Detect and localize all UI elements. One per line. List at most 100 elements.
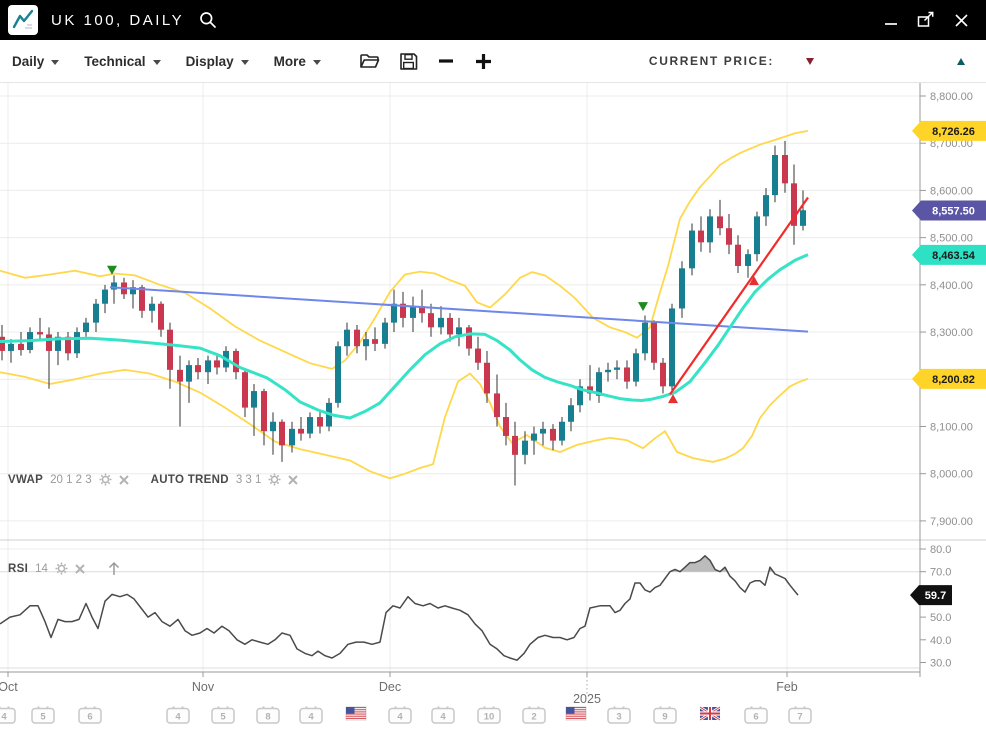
candle [0,336,5,351]
calendar-event[interactable]: 4 [299,706,323,724]
calendar-event[interactable]: 4 [166,706,190,724]
rsi-axis-label: 70.0 [930,567,951,579]
candle [660,362,666,387]
calendar-event[interactable]: 4 [0,706,16,724]
x-axis-month-label: Feb [776,680,798,694]
flag-us-icon[interactable] [345,706,367,721]
calendar-event[interactable]: 4 [388,706,412,724]
rsi-indicator-legend: RSI 14 [8,561,121,576]
title-bar: UK 100, DAILY [0,0,986,40]
calendar-event[interactable]: 5 [211,706,235,724]
candle [772,155,778,196]
candle [642,322,648,354]
rsi-move-up-icon[interactable] [107,561,121,576]
candle [614,367,620,370]
candle [195,365,201,373]
candle [298,428,304,434]
calendar-event[interactable]: 3 [607,706,631,724]
rsi-axis-label: 30.0 [930,658,951,670]
candle [428,313,434,328]
price-tag: 8,200.82 [912,368,986,389]
candle [37,332,43,335]
candle [130,287,136,295]
overlay-indicators-legend: VWAP 20 1 2 3 AUTO TREND 3 3 1 [8,473,299,486]
candle [717,216,723,229]
x-axis-month-label: Nov [192,680,215,694]
candle [251,391,257,408]
ask-price-button[interactable]: 8558.0 [888,48,986,74]
autotrend-settings-gear-icon[interactable] [268,473,281,486]
candle [8,343,14,351]
candle [177,369,183,382]
calendar-event[interactable]: 9 [653,706,677,724]
menu-technical[interactable]: Technical [84,54,161,69]
candle [400,303,406,318]
popout-icon[interactable] [916,11,936,29]
candle [93,303,99,323]
calendar-event[interactable]: 4 [431,706,455,724]
minimize-icon[interactable] [883,12,899,28]
candle [307,417,313,434]
current-price-label: CURRENT PRICE: [648,54,774,68]
candle [679,268,685,309]
svg-text:9: 9 [662,712,667,723]
calendar-event[interactable]: 6 [78,706,102,724]
search-icon[interactable] [198,10,218,30]
svg-text:5: 5 [40,712,46,723]
buy-signal-marker [749,276,759,286]
ask-decimal: 0 [946,57,953,69]
vwap-indicator-params: 20 1 2 3 [50,473,92,486]
candle [466,327,472,349]
candles-layer [0,140,806,486]
vwap-indicator-name: VWAP [8,473,44,486]
autotrend-indicator-name: AUTO TREND [150,473,229,486]
svg-text:4: 4 [1,712,7,723]
price-tag: 8,557.50 [912,200,986,221]
calendar-event[interactable]: 2 [522,706,546,724]
vwap-remove-icon[interactable] [118,474,129,485]
candle [531,433,537,441]
calendar-event[interactable]: 10 [477,706,501,724]
candle [596,372,602,396]
candle [158,303,164,330]
calendar-event[interactable]: 6 [744,706,768,724]
calendar-event[interactable]: 5 [31,706,55,724]
autotrend-remove-icon[interactable] [288,474,299,485]
rsi-indicator-name: RSI [8,562,29,575]
price-axis-label: 8,400.00 [930,280,973,292]
close-icon[interactable] [953,12,970,29]
zoom-out-icon[interactable] [437,52,455,70]
autotrend-indicator-params: 3 3 1 [235,473,262,486]
flag-gb-icon[interactable] [699,705,721,722]
candle [205,360,211,373]
candle [669,308,675,387]
rsi-remove-icon[interactable] [75,563,85,574]
price-axis-label: 8,300.00 [930,327,973,339]
menu-more[interactable]: More [274,54,321,69]
candle [233,350,239,373]
candle [522,440,528,455]
window-controls [883,11,986,29]
svg-text:4: 4 [397,712,403,723]
zoom-in-icon[interactable] [474,52,493,71]
time-axis-labels: Oct Nov Dec 2025 Feb [0,672,798,706]
rsi-value-tag: 59.7 [910,585,952,606]
save-icon[interactable] [399,52,418,71]
chevron-down-icon [152,59,161,65]
candle [568,405,574,422]
candle [149,303,155,311]
calendar-event[interactable]: 8 [256,706,280,724]
calendar-event[interactable]: 7 [788,706,812,724]
menu-display[interactable]: Display [186,54,249,69]
vwap-settings-gear-icon[interactable] [99,473,112,486]
bid-price-button[interactable]: 8557.0 [790,48,878,74]
price-down-arrow-icon [805,57,814,65]
flag-us-icon[interactable] [565,706,587,721]
rsi-settings-gear-icon[interactable] [55,562,68,575]
menu-daily[interactable]: Daily [12,54,60,69]
chevron-down-icon [312,59,321,65]
candle [65,336,71,354]
candle [447,317,453,335]
open-folder-icon[interactable] [359,52,380,70]
price-axis-label: 7,900.00 [930,516,973,528]
